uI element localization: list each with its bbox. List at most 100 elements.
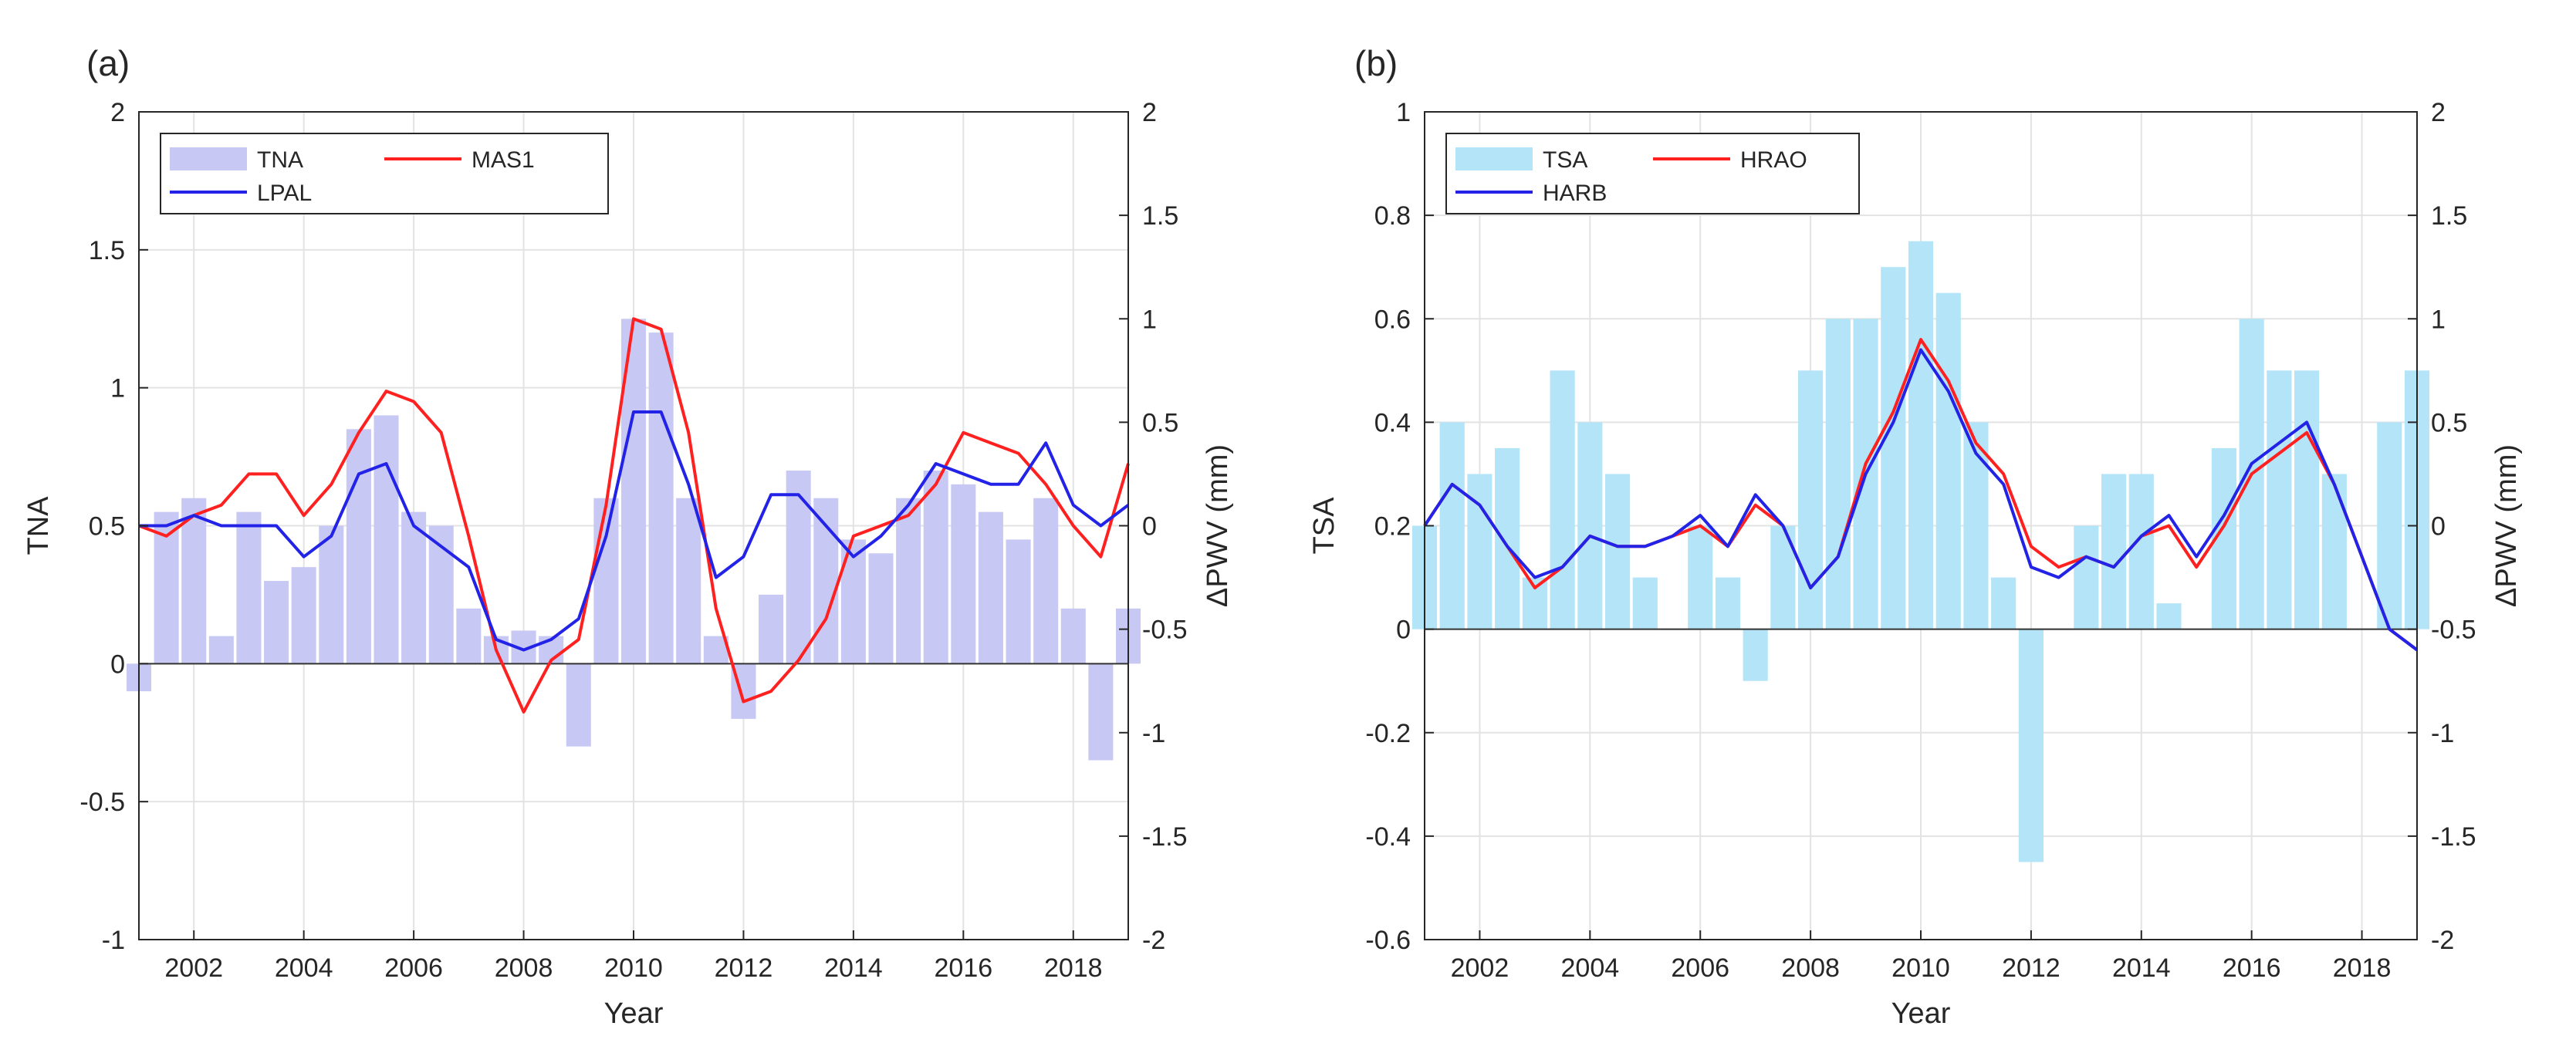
panel-a-y-right-tick-label-8: 2 [1142, 98, 1157, 127]
panel-a-y-left-tick-label-2: 0 [110, 650, 125, 679]
panel-b-y-axis-label-left: TSA [1308, 497, 1340, 555]
panel-a-x-tick-label-2: 2006 [384, 953, 443, 983]
panel-a-y-right-tick-label-3: -0.5 [1142, 616, 1188, 645]
panel-b-y-right-tick-label-8: 2 [2431, 98, 2446, 127]
panel-b-bar-35 [2377, 422, 2402, 629]
panel-b-bar-33 [2321, 474, 2347, 629]
panel-a-bar-7 [319, 525, 344, 664]
panel-b-x-tick-label-5: 2012 [2002, 953, 2060, 983]
panel-a-bar-24 [786, 470, 811, 664]
panel-a-x-tick-label-7: 2016 [935, 953, 993, 983]
panel-a-x-tick-label-3: 2008 [495, 953, 553, 983]
panel-a-x-tick-label-4: 2010 [604, 953, 663, 983]
panel-b-x-tick-label-3: 2008 [1781, 953, 1840, 983]
panel-b-y-left-tick-label-3: 0 [1396, 616, 1411, 645]
panel-b-y-right-tick-label-3: -0.5 [2431, 616, 2476, 645]
panel-a-label: (a) [86, 43, 130, 83]
panel-b-bars [1411, 241, 2430, 862]
panel-a-bar-25 [813, 498, 839, 664]
panel-b-y-left-tick-label-8: 1 [1396, 98, 1411, 127]
panel-b-bar-22 [2018, 629, 2044, 862]
panel-b-y-left-tick-label-2: -0.2 [1365, 719, 1411, 748]
panel-a-y-left-tick-label-1: -0.5 [79, 788, 125, 817]
panel-b-bar-12 [1743, 629, 1768, 681]
panel-b-bar-10 [1688, 525, 1713, 629]
panel-b-x-tick-label-7: 2016 [2223, 953, 2281, 983]
panel-a-bar-2 [181, 498, 207, 664]
panel-b-bar-18 [1908, 241, 1934, 629]
panel-a-x-tick-label-0: 2002 [164, 953, 223, 983]
panel-b-y-right-tick-label-7: 1.5 [2431, 201, 2467, 231]
panel-b-bar-3 [1495, 447, 1520, 629]
panel-a-bar-34 [1060, 608, 1086, 664]
panel-b-y-right-tick-label-2: -1 [2431, 719, 2454, 748]
panel-a-y-left-tick-label-5: 1.5 [89, 236, 125, 265]
panel-b-x-tick-label-4: 2010 [1891, 953, 1950, 983]
panel-a-bar-32 [1006, 539, 1031, 664]
panel-b-bar-7 [1604, 474, 1631, 629]
panel-a-y-axis-label-right: ΔPWV (mm) [1202, 444, 1234, 607]
panel-a-bar-9 [374, 415, 399, 664]
panel-a-bar-33 [1033, 498, 1059, 664]
panel-a-x-ticks: 2002 2004 2006 2008 2010 2012 2014 2016 2018 [164, 930, 1103, 983]
panel-b-bar-27 [2156, 603, 2182, 629]
panel-b-y-right-tick-label-5: 0.5 [2431, 408, 2467, 437]
panel-a-y-left-tick-label-4: 1 [110, 374, 125, 403]
panel-b: (b) 2002 2004 2006 2008 2010 2012 2014 2016 2018… [1308, 43, 2523, 1030]
panel-b-x-tick-label-2: 2006 [1671, 953, 1729, 983]
panel-b-y-right-tick-label-4: 0 [2431, 512, 2446, 542]
panel-a-x-tick-label-6: 2014 [824, 953, 883, 983]
panel-a-legend-tna-swatch [170, 147, 247, 170]
panel-a-y-left-tick-label-6: 2 [110, 98, 125, 127]
panel-a-bar-27 [868, 553, 894, 664]
panel-a-legend-lpal-label: LPAL [257, 181, 312, 206]
panel-b-bar-15 [1825, 319, 1851, 629]
panel-b-legend: TSA HRAO HARB [1445, 133, 1860, 214]
panel-a-legend-mas1-label: MAS1 [472, 147, 535, 173]
panel-b-lines [1423, 338, 2419, 652]
panel-a-bar-6 [291, 567, 316, 664]
panel-b-bar-19 [1935, 292, 1961, 629]
panel-a-bar-19 [648, 332, 674, 664]
panel-b-bar-25 [2101, 474, 2127, 629]
panel-b-legend-box [1445, 133, 1860, 214]
panel-a-x-tick-label-1: 2004 [275, 953, 333, 983]
panel-b-y-left-tick-label-7: 0.8 [1374, 201, 1411, 231]
panel-a-x-tick-label-8: 2018 [1044, 953, 1103, 983]
panel-a-y-right-tick-label-1: -1.5 [1142, 822, 1188, 852]
panel-b-y-ticks-left: -0.6 -0.4 -0.2 0 0.2 0.4 0.6 0.8 1 [1365, 98, 1434, 955]
panel-b-legend-harb-label: HARB [1543, 181, 1607, 206]
panel-b-x-tick-label-8: 2018 [2333, 953, 2392, 983]
panel-a-lines [138, 317, 1130, 714]
panel-a-bar-29 [923, 470, 948, 664]
panel-b-y-axis-label-right: ΔPWV (mm) [2490, 444, 2523, 607]
panel-a-y-right-tick-label-7: 1.5 [1142, 201, 1178, 231]
panel-a-bar-11 [428, 525, 454, 664]
panel-b-bar-21 [1991, 577, 2017, 629]
panel-b-x-tick-label-6: 2014 [2112, 953, 2171, 983]
panel-a-line-mas1 [138, 317, 1130, 714]
panel-b-bar-14 [1798, 370, 1824, 629]
panel-b-bar-11 [1715, 577, 1741, 629]
panel-a-y-ticks-right: -2 -1.5 -1 -0.5 0 0.5 1 1.5 2 [1119, 98, 1188, 955]
panel-b-y-right-tick-label-1: -1.5 [2431, 822, 2476, 852]
panel-b-bar-1 [1439, 422, 1465, 629]
panel-b-y-left-tick-label-6: 0.6 [1374, 305, 1411, 334]
panel-b-y-ticks-right: -2 -1.5 -1 -0.5 0 0.5 1 1.5 2 [2408, 98, 2476, 955]
panel-a-bars [126, 319, 1141, 761]
panel-a-y-right-tick-label-0: -2 [1142, 926, 1165, 955]
panel-a-bar-30 [951, 484, 976, 664]
panel-a-bar-16 [566, 663, 591, 747]
panel-a-x-tick-label-5: 2012 [715, 953, 773, 983]
panel-b-x-tick-label-0: 2002 [1451, 953, 1509, 983]
panel-b-bar-26 [2128, 474, 2154, 629]
panel-a-bar-20 [676, 498, 701, 664]
panel-a-legend-box [160, 133, 609, 214]
panel-b-x-tick-label-1: 2004 [1561, 953, 1620, 983]
panel-b-bar-31 [2267, 370, 2292, 629]
panel-a-y-axis-label-left: TNA [22, 496, 55, 555]
panel-a-bar-8 [346, 429, 371, 664]
panel-b-x-axis-label: Year [1891, 997, 1951, 1030]
panel-b-y-right-tick-label-6: 1 [2431, 305, 2446, 334]
